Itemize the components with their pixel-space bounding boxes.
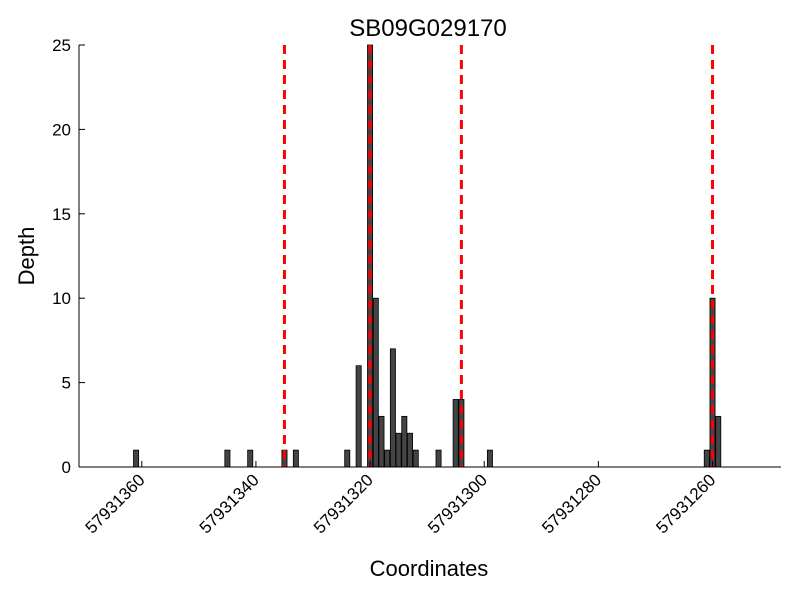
- marker-lines-group: [282, 45, 715, 467]
- x-tick-label: 57931260: [652, 470, 719, 537]
- bar: [401, 415, 408, 468]
- x-tick-label: 57931360: [82, 470, 149, 537]
- x-ticks-group: 57931360 57931340 57931320 57931300 57931280…: [82, 461, 719, 537]
- x-axis-label: Coordinates: [370, 556, 489, 581]
- bar: [407, 432, 413, 468]
- bar: [247, 449, 254, 468]
- y-tick-label: 10: [52, 289, 71, 308]
- bar: [395, 432, 402, 468]
- x-tick-label: 57931320: [310, 470, 377, 537]
- y-tick-label: 5: [62, 374, 71, 393]
- y-ticks-group: 0 5 10 15 20 25: [52, 36, 85, 477]
- bars-group: [133, 44, 722, 468]
- bar: [389, 348, 396, 468]
- bar: [384, 449, 391, 468]
- y-tick-label: 0: [62, 458, 71, 477]
- y-tick-label: 15: [52, 205, 71, 224]
- bar: [355, 365, 362, 468]
- bar: [486, 449, 493, 468]
- bar: [344, 449, 351, 468]
- x-tick-label: 57931340: [196, 470, 263, 537]
- bar: [133, 449, 140, 468]
- bar: [703, 449, 710, 468]
- y-tick-label: 20: [52, 120, 71, 139]
- bar: [412, 449, 419, 468]
- x-tick-label: 57931280: [538, 470, 605, 537]
- bar: [378, 415, 385, 468]
- y-tick-label: 25: [52, 36, 71, 55]
- x-tick-label: 57931300: [424, 470, 491, 537]
- bar: [715, 415, 722, 468]
- bar: [452, 399, 459, 468]
- bar: [435, 449, 442, 468]
- chart-title: SB09G029170: [349, 15, 506, 42]
- bar: [372, 297, 379, 468]
- bar: [292, 449, 299, 468]
- bar: [224, 449, 231, 468]
- y-axis-label: Depth: [14, 227, 39, 286]
